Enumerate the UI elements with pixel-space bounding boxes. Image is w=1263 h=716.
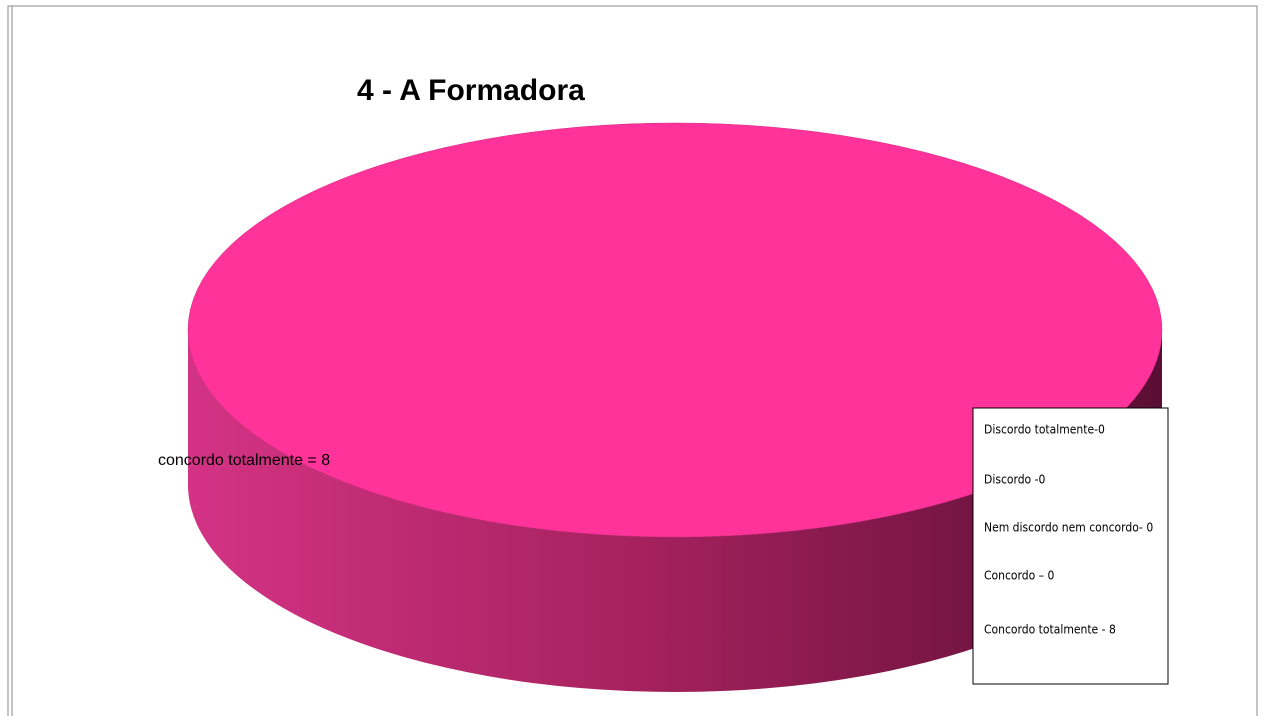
pie: [187, 122, 1163, 692]
legend-label: Nem discordo nem concordo- 0: [984, 521, 1153, 535]
pie-side: [188, 330, 1162, 692]
data-labels: concordo totalmente = 8: [158, 452, 330, 469]
legend-label: Concordo – 0: [984, 569, 1054, 583]
pie-slice: [187, 122, 1163, 538]
legend-label: Discordo totalmente-0: [984, 423, 1105, 437]
legend-label: Concordo totalmente - 8: [984, 623, 1116, 637]
legend-items: Discordo totalmente-0 Discordo -0 Nem disc…: [984, 423, 1153, 637]
chart-title: 4 - A Formadora: [357, 74, 585, 107]
frame: [7, 5, 1258, 716]
data-label: concordo totalmente = 8: [158, 452, 330, 469]
legend: [972, 407, 1169, 685]
legend-label: Discordo -0: [984, 473, 1045, 487]
